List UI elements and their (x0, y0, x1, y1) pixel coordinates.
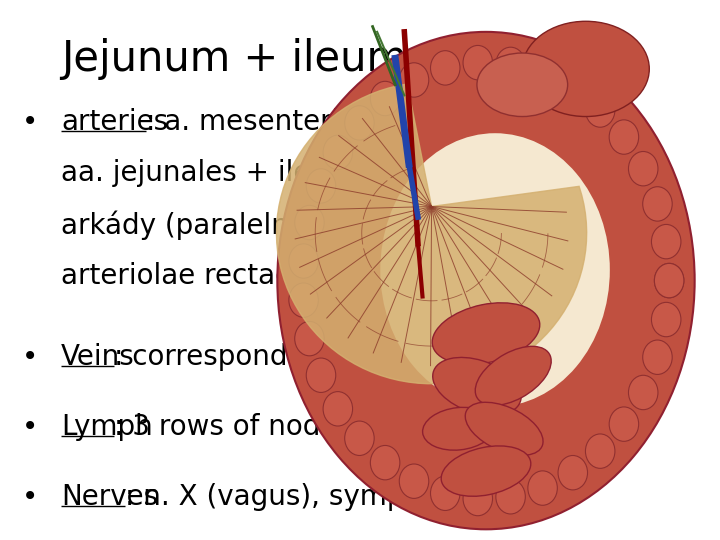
Text: Veins: Veins (61, 343, 135, 371)
Ellipse shape (463, 481, 492, 516)
Text: : 3 rows of nodes: : 3 rows of nodes (114, 413, 352, 441)
Ellipse shape (441, 446, 531, 496)
Text: : n. X (vagus), sympathicus: : n. X (vagus), sympathicus (125, 483, 505, 511)
Text: Lymph: Lymph (61, 413, 153, 441)
Ellipse shape (431, 51, 460, 85)
Text: Nerves: Nerves (61, 483, 158, 511)
Ellipse shape (463, 45, 492, 80)
Ellipse shape (654, 264, 684, 298)
Ellipse shape (643, 187, 672, 221)
Ellipse shape (609, 407, 639, 441)
Text: arteriolae rectae: arteriolae rectae (61, 262, 292, 290)
Ellipse shape (323, 392, 353, 426)
Ellipse shape (370, 446, 400, 480)
Ellipse shape (400, 63, 429, 97)
Ellipse shape (345, 106, 374, 140)
Ellipse shape (643, 340, 672, 374)
Ellipse shape (433, 357, 521, 415)
Ellipse shape (423, 407, 495, 450)
Ellipse shape (652, 225, 681, 259)
Ellipse shape (558, 456, 588, 490)
Text: •: • (22, 413, 38, 441)
Ellipse shape (629, 152, 658, 186)
Ellipse shape (294, 205, 324, 240)
Ellipse shape (522, 21, 649, 117)
Ellipse shape (585, 93, 615, 127)
Text: •: • (22, 108, 38, 136)
Ellipse shape (528, 56, 557, 90)
Ellipse shape (465, 402, 543, 455)
Ellipse shape (370, 82, 400, 116)
Ellipse shape (294, 321, 324, 356)
Text: aa. jejunales + ileales,: aa. jejunales + ileales, (61, 159, 376, 187)
Ellipse shape (558, 71, 588, 106)
Ellipse shape (496, 480, 526, 514)
Ellipse shape (477, 53, 567, 117)
Polygon shape (276, 84, 587, 384)
Ellipse shape (432, 303, 540, 364)
Ellipse shape (323, 135, 353, 170)
Ellipse shape (306, 168, 336, 203)
Ellipse shape (475, 346, 552, 406)
Text: •: • (22, 483, 38, 511)
Ellipse shape (585, 434, 615, 468)
Ellipse shape (306, 358, 336, 393)
Ellipse shape (609, 120, 639, 154)
Text: : corresponding vv.: : corresponding vv. (114, 343, 379, 371)
Ellipse shape (380, 133, 610, 407)
Ellipse shape (289, 283, 318, 318)
Text: arteries: arteries (61, 108, 168, 136)
Ellipse shape (629, 375, 658, 410)
Text: •: • (22, 343, 38, 371)
Ellipse shape (345, 421, 374, 455)
Ellipse shape (496, 47, 526, 82)
Ellipse shape (652, 302, 681, 337)
Text: arkády (paralelní),: arkády (paralelní), (61, 211, 317, 240)
Ellipse shape (654, 264, 684, 298)
Ellipse shape (400, 464, 429, 498)
Ellipse shape (277, 32, 695, 529)
Ellipse shape (528, 471, 557, 505)
Text: : a. mesenterica sup.,: : a. mesenterica sup., (146, 108, 449, 136)
Ellipse shape (289, 244, 318, 278)
Ellipse shape (431, 476, 460, 510)
Text: Jejunum + ileum - supply: Jejunum + ileum - supply (61, 38, 585, 80)
